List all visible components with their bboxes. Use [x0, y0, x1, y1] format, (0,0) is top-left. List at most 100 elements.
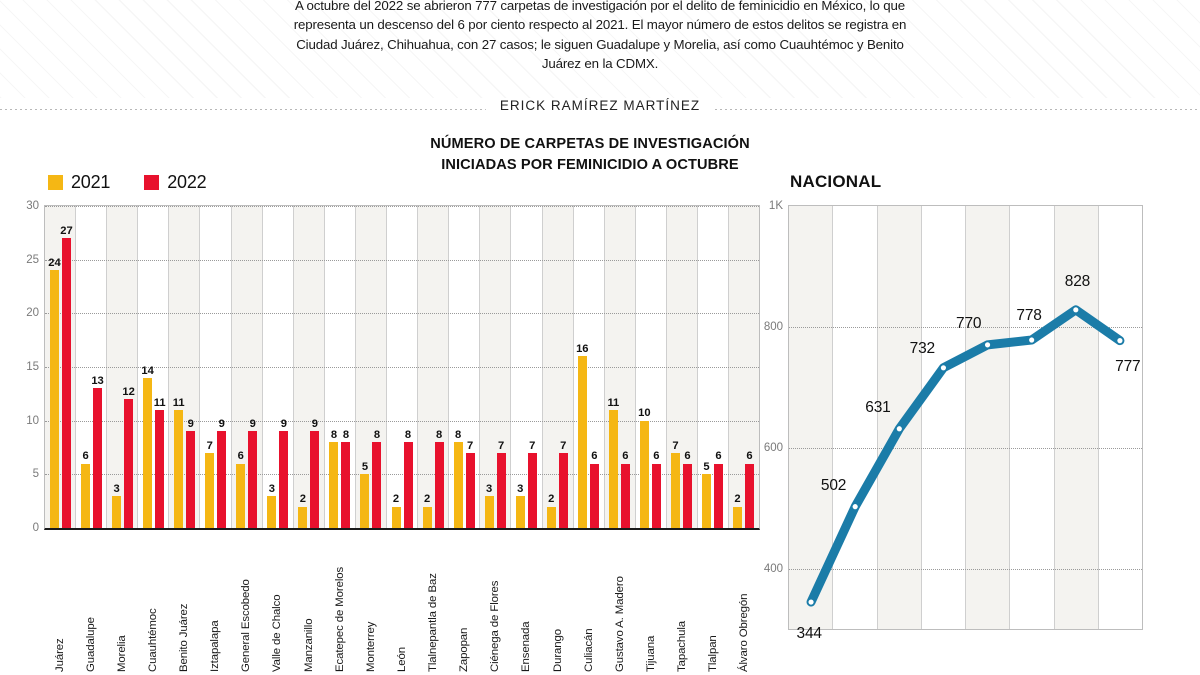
bar-chart-y-tick: 5 [32, 468, 39, 481]
bar-value-label: 2 [423, 493, 431, 506]
legend-swatch-2021-icon [48, 175, 63, 190]
bar-2022: 9 [279, 418, 289, 528]
bar-2022: 12 [122, 386, 135, 528]
chart-title-line-2: INICIADAS POR FEMINICIDIO A OCTUBRE [441, 157, 739, 173]
line-chart-point-label: 777 [1115, 358, 1141, 376]
line-chart-point-marker [984, 342, 991, 348]
line-chart-point-marker [1073, 307, 1079, 313]
bar-value-label: 2 [734, 493, 741, 506]
bar-value-label: 7 [498, 439, 505, 452]
bar-chart-x-label-text: Ecatepec de Morelos [333, 566, 346, 672]
bar-2021: 3 [112, 483, 122, 528]
bar-chart-x-label: Cuauhtémoc [137, 532, 168, 672]
bar-chart-gridline [45, 474, 759, 476]
bar-2021: 11 [173, 397, 185, 528]
bar-value-label: 6 [82, 450, 89, 463]
bar-value-label: 7 [529, 439, 536, 452]
bar-chart-gridlines: 0 5 10 15 20 25 30 [26, 200, 759, 534]
bar-2022: 8 [403, 429, 413, 528]
bar-chart-x-label-text: Cuauhtémoc [146, 608, 159, 672]
bar-chart-x-label-text: Tapachula [676, 620, 689, 672]
line-chart-point-marker [852, 504, 858, 510]
bar-2021: 2 [733, 494, 743, 528]
bar-chart-x-label: Manzanillo [293, 532, 324, 672]
bar-2021: 2 [391, 494, 401, 528]
bar-chart-x-label-text: Iztapalapa [209, 620, 222, 672]
bar-value-label: 8 [455, 428, 462, 441]
bar-chart-gridline [45, 313, 759, 315]
chart-title-line-1: NÚMERO DE CARPETAS DE INVESTIGACIÓN [430, 136, 750, 152]
bar-chart-x-label: Tapachula [667, 532, 698, 672]
bar-group: 11 9 [169, 206, 200, 528]
line-chart-point-marker [1117, 338, 1123, 344]
bar-chart-x-label-text: Tlalpan [707, 635, 720, 672]
bar-group: 14 11 [138, 206, 169, 528]
bar-chart-x-label: Ecatepec de Morelos [324, 532, 355, 672]
bar-chart-legend: 2021 2022 [48, 172, 207, 193]
bar-value-label: 24 [48, 257, 61, 270]
bar-chart-x-label: Tijuana [635, 532, 666, 672]
bar-chart-x-label: Culiacán [573, 532, 604, 672]
bar-chart-series: 24 27 6 13 3 12 14 11 11 9 7 9 6 9 3 9 2 9 8 8 5 8 2 8 2 8 8 7 3 7 3 7 2… [45, 206, 759, 528]
bar-2021: 6 [236, 451, 246, 528]
bar-chart-gridline [45, 420, 759, 422]
bar-chart-x-label: Valle de Chalco [262, 532, 293, 672]
line-chart-y-tick: 600 [763, 441, 783, 454]
bar-2021: 8 [453, 429, 463, 528]
bar-chart-x-label-text: Zapopan [458, 627, 471, 672]
bar-chart-x-label: León [386, 532, 417, 672]
chart-title: NÚMERO DE CARPETAS DE INVESTIGACIÓN INIC… [300, 134, 880, 176]
bar-2022: 11 [154, 397, 166, 528]
bar-chart-x-label-text: Manzanillo [302, 618, 315, 672]
bar-chart-x-label: Ciénega de Flores [480, 532, 511, 672]
bar-2021: 8 [329, 429, 339, 528]
line-chart-band [922, 206, 966, 629]
bar-chart-x-label: Tlalpan [698, 532, 729, 672]
line-chart-plot-area: 400 600 800 1K 344 502 631 732 770 778 828 777 [764, 200, 1143, 642]
line-chart-point-label: 502 [820, 477, 847, 495]
bar-chart-x-label: Gustavo A. Madero [604, 532, 635, 672]
bar-chart-y-tick: 25 [26, 253, 39, 266]
bar-chart-x-label-text: Durango [551, 629, 564, 672]
bar-2021: 10 [638, 408, 651, 528]
bar-value-label: 2 [392, 493, 400, 506]
bar-2021: 2 [546, 494, 556, 528]
bar-value-label: 12 [122, 386, 135, 398]
bar-value-label: 16 [576, 343, 589, 356]
bar-2021: 6 [81, 451, 91, 528]
line-chart-point-label: 631 [865, 399, 891, 417]
bar-value-label: 6 [746, 450, 753, 463]
bar-2022: 8 [372, 429, 382, 528]
byline-container: ERICK RAMÍREZ MARTÍNEZ [0, 98, 1200, 124]
bar-value-label: 6 [715, 450, 722, 463]
line-chart-point-label: 732 [909, 339, 935, 357]
bar-chart-plot-area: 0 5 10 15 20 25 30 24 27 6 13 3 12 14 11 11 9 7 9 6 9 3 9 2 9 8 8… [26, 200, 760, 534]
line-chart-y-tick: 800 [763, 320, 783, 333]
bar-value-label: 11 [607, 396, 620, 409]
bar-chart-x-label: General Escobedo [231, 532, 262, 672]
bar-chart-x-label: Guadalupe [75, 532, 106, 672]
bar-value-label: 7 [467, 439, 474, 452]
bar-2021: 14 [141, 365, 154, 528]
line-chart-point-label: 828 [1064, 273, 1091, 291]
bar-2022: 6 [745, 451, 755, 528]
bar-chart-x-label: Durango [542, 532, 573, 672]
bar-value-label: 8 [404, 428, 412, 441]
bar-chart-x-label-text: Guadalupe [84, 617, 97, 672]
bar-chart-x-label-text: Tijuana [644, 635, 657, 672]
bar-value-label: 3 [268, 482, 275, 495]
bar-2022: 7 [465, 440, 475, 528]
standfirst-paragraph: A octubre del 2022 se abrieron 777 carpe… [293, 0, 907, 72]
bar-chart-x-label-text: Álvaro Obregón [738, 593, 751, 672]
bar-chart-x-label-text: Gustavo A. Madero [613, 576, 626, 672]
bar-2022: 9 [217, 418, 227, 528]
